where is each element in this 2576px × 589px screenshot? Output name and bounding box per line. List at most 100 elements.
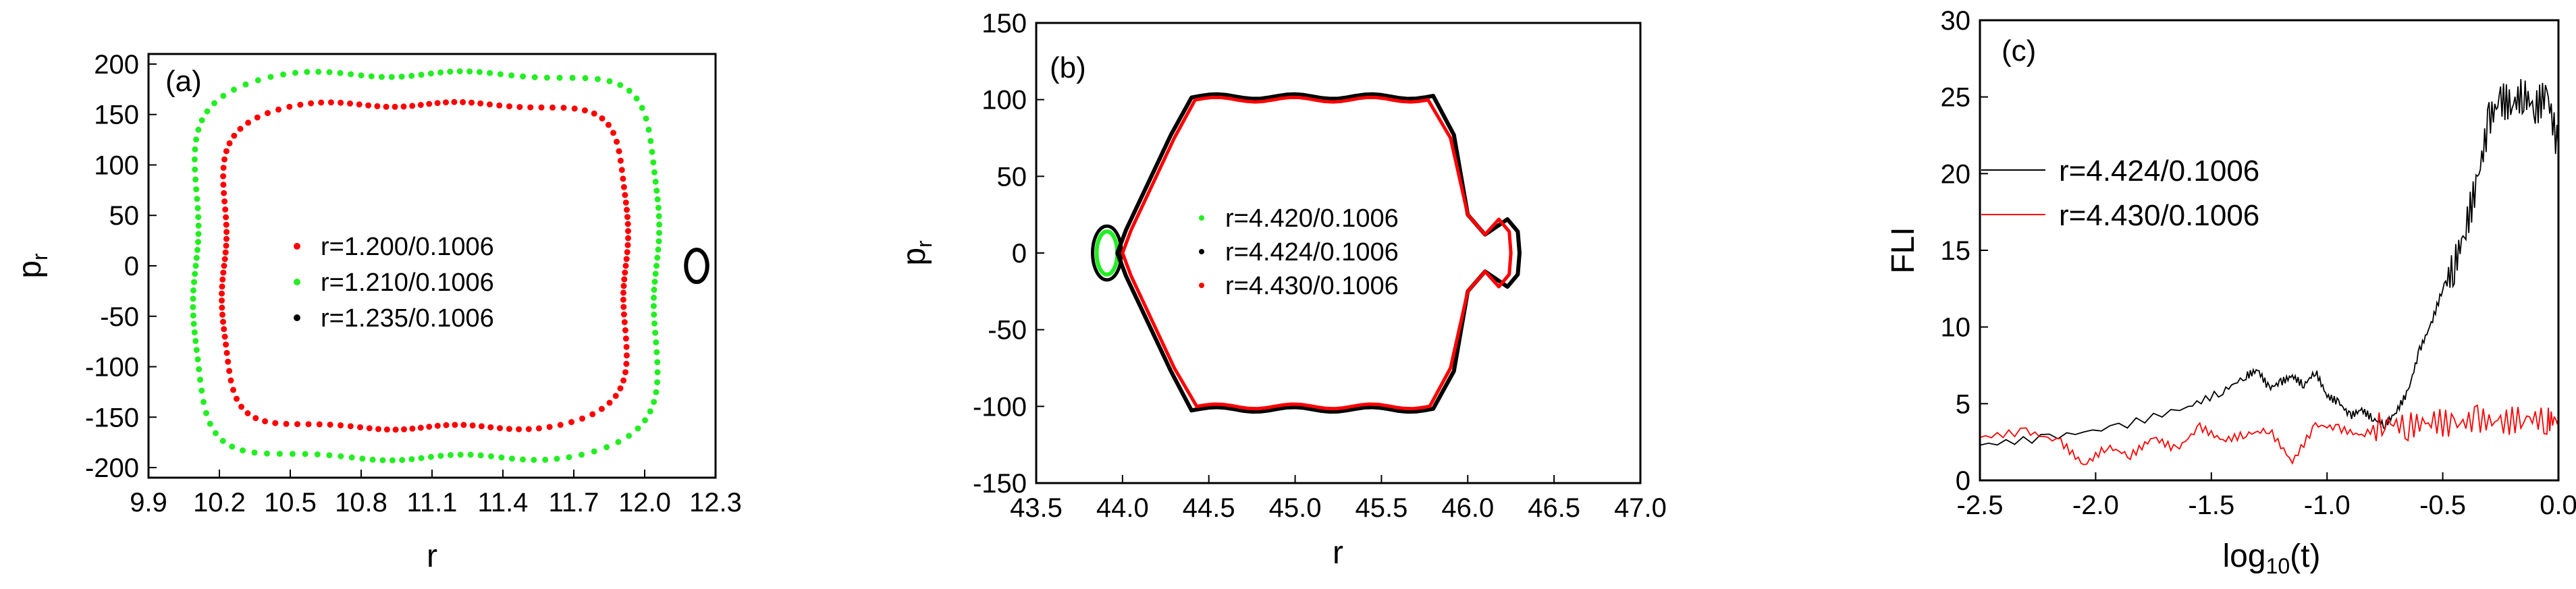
panel-c-label: (c) [2002,34,2036,67]
a-series-0-point [234,395,240,402]
a-series-1-point [198,387,205,394]
a-series-0-point [478,423,485,430]
panel-b-ytick-label: 50 [997,162,1027,192]
legend-c-text-1: r=4.424/0.1006 [2059,155,2259,188]
a-series-1-point [399,457,406,464]
a-series-1-point [193,254,200,261]
a-series-1-point [368,73,375,80]
a-series-1-point [655,204,662,211]
a-series-1-point [652,178,659,185]
a-series-1-point [615,439,622,445]
panel-a-xtick-label: 9.9 [130,488,167,517]
a-series-0-point [219,283,225,290]
legend-b-text-2: r=4.424/0.1006 [1225,238,1399,267]
a-series-0-point [598,405,605,412]
a-series-0-point [497,425,503,432]
a-series-0-point [426,101,433,107]
a-series-0-point [221,190,227,196]
a-series-1-point [653,349,660,356]
a-series-0-point [599,115,606,121]
panel-a-ytick-label: -200 [85,453,139,483]
a-series-0-point [622,327,628,333]
a-series-0-point [525,426,532,432]
panel-a-ylabel-main: p [12,260,48,279]
panel-a-ylabel-sub: r [28,253,52,260]
a-series-0-point [620,184,627,190]
a-series-1-point [651,320,658,327]
a-series-0-point [220,165,227,171]
a-series-1-point [653,188,660,194]
a-series-0-point [623,360,630,367]
a-series-0-point [623,343,630,350]
panel-b-ytick-label: -150 [973,469,1027,499]
a-series-0-point [409,425,416,432]
panel-c-ytick-label: 5 [1956,389,1970,419]
a-series-0-point [231,132,238,139]
a-series-0-point [227,377,234,384]
panel-c-ylabel: FLI [1885,227,1921,273]
panel-a-xtick-label: 11.7 [549,488,599,517]
a-series-0-point [226,368,233,374]
panel-b-ylabel-main: p [896,248,932,266]
a-series-0-point [624,249,630,256]
a-series-1-point [379,457,386,464]
a-series-1-point [408,456,415,463]
a-series-1-point [606,78,613,84]
a-series-0-point [624,221,631,227]
a-series-1-point [617,82,624,88]
a-series-1-point [193,136,200,143]
a-series-1-point [190,312,196,319]
a-series-1-point [264,450,270,457]
a-series-0-point [219,298,225,304]
a-series-2-orbit [684,248,709,284]
a-series-1-point [348,71,354,78]
a-series-1-point [418,72,425,78]
a-series-1-point [408,72,415,79]
b-series-2-orbit [1121,95,1513,411]
panel-a-xtick-label: 12.0 [618,488,671,517]
a-series-1-point [389,457,396,464]
a-series-0-point [620,304,627,310]
a-series-0-point [606,399,613,406]
panel-c-xtick-label: -1.0 [2304,490,2351,520]
a-series-0-point [366,425,373,432]
a-series-0-point [219,311,225,318]
a-series-1-point [203,410,209,416]
a-series-1-point [302,451,308,457]
a-series-1-point [476,69,483,76]
a-series-1-point [520,456,526,463]
a-series-0-point [622,199,629,206]
a-series-1-point [456,68,463,75]
a-series-1-point [398,74,405,80]
a-series-1-point [656,229,662,236]
a-series-1-point [192,262,199,269]
a-series-1-point [497,71,504,78]
a-series-0-point [356,101,363,108]
a-series-1-point [427,70,434,77]
panel-c-ticks: -2.5 -2.0 -1.5 -1.0 -0.5 0.0 30 25 20 15 10 5 0 [1941,6,2576,520]
panel-c-xtick-label: -1.5 [2188,490,2234,520]
a-series-1-point [359,455,366,462]
a-series-1-point [531,457,537,464]
a-series-0-point [254,114,261,121]
panel-b-xtick-label: 46.0 [1441,493,1494,523]
legend-a-text-2: r=1.210/0.1006 [321,269,494,297]
panel-c-xlabel-main: log [2223,538,2266,574]
panel-b-xtick-label: 43.5 [1010,493,1063,523]
a-series-0-point [383,103,390,110]
panel-b-ytick-label: 150 [982,9,1027,38]
legend-b-marker-3 [1199,283,1204,288]
a-series-1-point [191,156,198,163]
panel-c-xtick-label: -2.5 [1957,490,2004,520]
a-series-1-point [304,69,311,76]
panel-a-xlabel: r [427,538,437,574]
a-series-1-point [190,304,196,310]
a-series-1-point [582,75,589,82]
a-series-1-point [655,246,662,253]
panel-a-ytick-label: -50 [100,302,139,332]
a-series-0-point [621,276,628,283]
a-series-0-point [460,99,466,105]
a-series-1-point [642,417,648,424]
a-series-0-point [624,214,630,221]
